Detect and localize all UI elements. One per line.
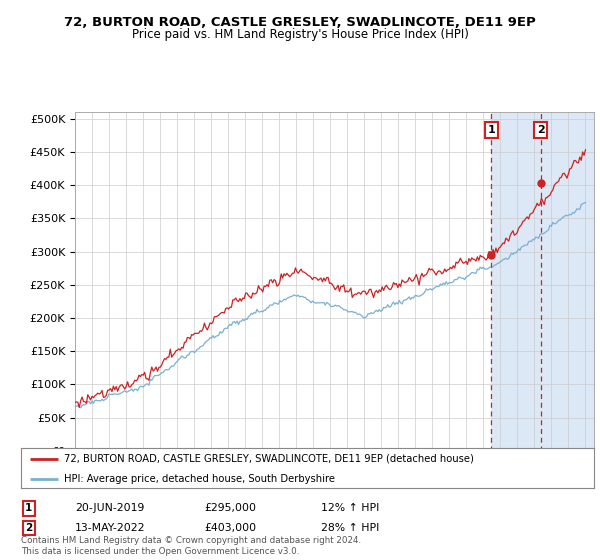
Text: 72, BURTON ROAD, CASTLE GRESLEY, SWADLINCOTE, DE11 9EP: 72, BURTON ROAD, CASTLE GRESLEY, SWADLIN… (64, 16, 536, 29)
Text: HPI: Average price, detached house, South Derbyshire: HPI: Average price, detached house, Sout… (64, 474, 335, 484)
Text: Price paid vs. HM Land Registry's House Price Index (HPI): Price paid vs. HM Land Registry's House … (131, 28, 469, 41)
Text: £295,000: £295,000 (204, 503, 256, 514)
Text: 2: 2 (537, 125, 545, 135)
Text: 13-MAY-2022: 13-MAY-2022 (75, 523, 146, 533)
Text: £403,000: £403,000 (204, 523, 256, 533)
Bar (491, 112, 594, 451)
Text: 12% ↑ HPI: 12% ↑ HPI (321, 503, 379, 514)
Text: 20-JUN-2019: 20-JUN-2019 (75, 503, 145, 514)
Text: 1: 1 (25, 503, 32, 514)
Text: Contains HM Land Registry data © Crown copyright and database right 2024.
This d: Contains HM Land Registry data © Crown c… (21, 536, 361, 556)
Text: 28% ↑ HPI: 28% ↑ HPI (321, 523, 379, 533)
Text: 1: 1 (488, 125, 495, 135)
Text: 2: 2 (25, 523, 32, 533)
Text: 72, BURTON ROAD, CASTLE GRESLEY, SWADLINCOTE, DE11 9EP (detached house): 72, BURTON ROAD, CASTLE GRESLEY, SWADLIN… (64, 454, 474, 464)
